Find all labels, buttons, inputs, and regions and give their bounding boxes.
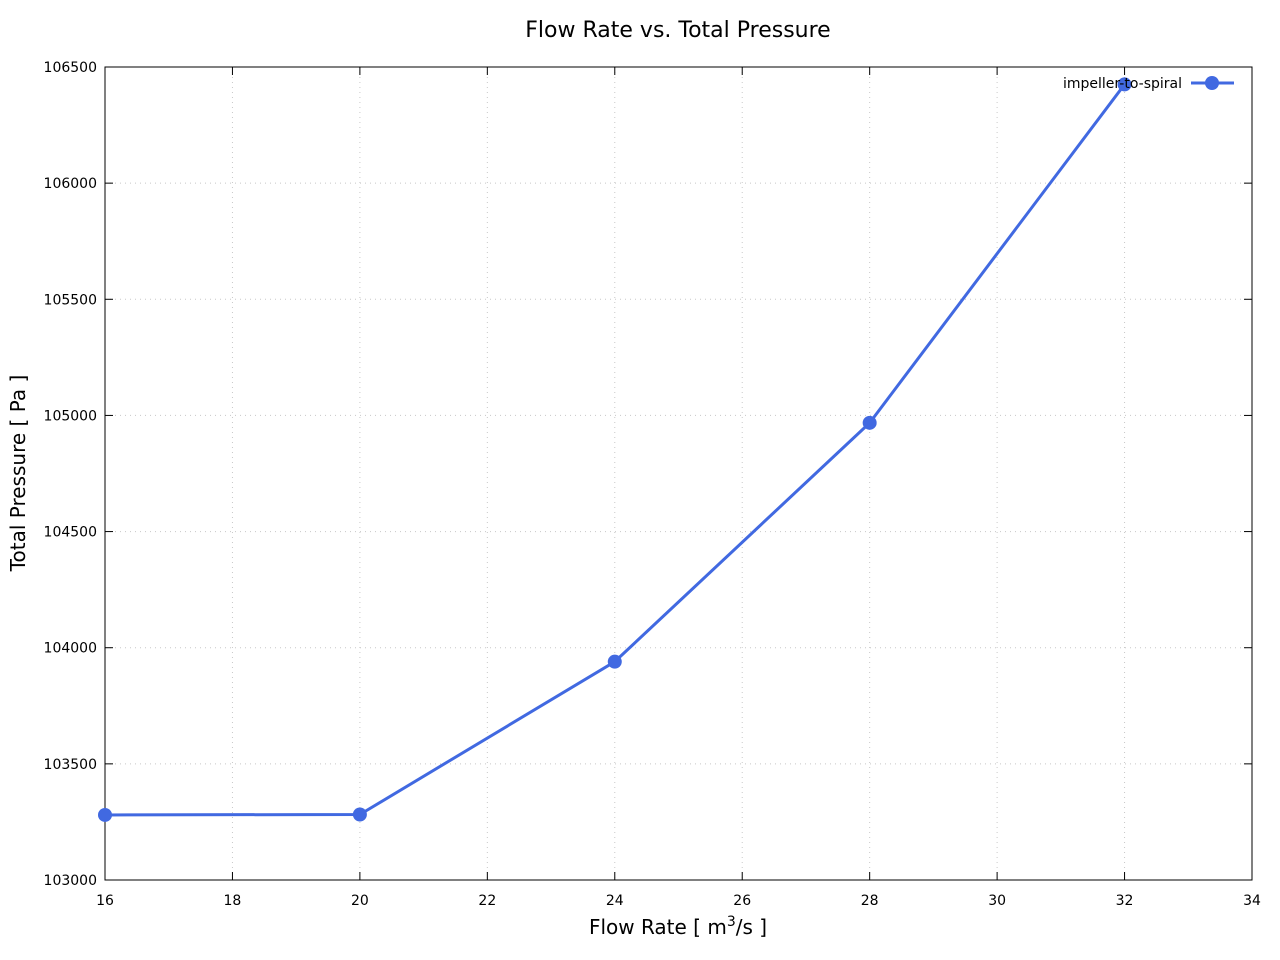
chart-title: Flow Rate vs. Total Pressure — [525, 18, 830, 43]
legend-label: impeller-to-spiral — [1063, 76, 1182, 92]
y-tick-label: 106000 — [44, 176, 97, 192]
x-tick-label: 34 — [1243, 893, 1261, 909]
data-point — [607, 654, 622, 669]
x-tick-label: 18 — [224, 893, 242, 909]
x-tick-label: 32 — [1116, 893, 1134, 909]
x-tick-label: 20 — [351, 893, 369, 909]
legend: impeller-to-spiral — [1063, 76, 1234, 92]
y-tick-label: 103500 — [44, 757, 97, 773]
y-tick-label: 105500 — [44, 292, 97, 308]
plot-frame — [104, 66, 1253, 881]
y-tick-label: 105000 — [44, 408, 97, 424]
data-point — [1117, 77, 1132, 92]
y-tick-label: 106500 — [44, 60, 97, 76]
y-axis-title: Total Pressure [ Pa ] — [6, 375, 30, 573]
data-point — [862, 415, 877, 430]
x-tick-label: 26 — [733, 893, 751, 909]
data-point — [352, 807, 367, 822]
x-tick-label: 28 — [861, 893, 879, 909]
data-point — [98, 807, 112, 822]
x-tick-label: 16 — [96, 893, 114, 909]
y-tick-label: 103000 — [44, 873, 97, 889]
x-axis-title: Flow Rate [ m3/s ] — [589, 914, 767, 939]
x-axis-title-sup: 3 — [727, 914, 736, 930]
x-tick-label: 22 — [478, 893, 496, 909]
x-axis-title-main: Flow Rate [ m — [589, 915, 727, 939]
series-layer — [98, 77, 1132, 822]
series-line — [104, 83, 1126, 817]
x-tick-label: 24 — [606, 893, 624, 909]
x-axis-title-tail: /s ] — [736, 915, 767, 939]
y-tick-label: 104000 — [44, 641, 97, 657]
x-tick-label: 30 — [988, 893, 1006, 909]
legend-marker-swatch — [1205, 76, 1219, 90]
grid — [105, 67, 1252, 880]
axis-ticks: 16 18 20 22 24 26 28 30 32 34 103000 103500 104000 10… — [44, 60, 1261, 909]
y-tick-label: 104500 — [44, 525, 97, 541]
